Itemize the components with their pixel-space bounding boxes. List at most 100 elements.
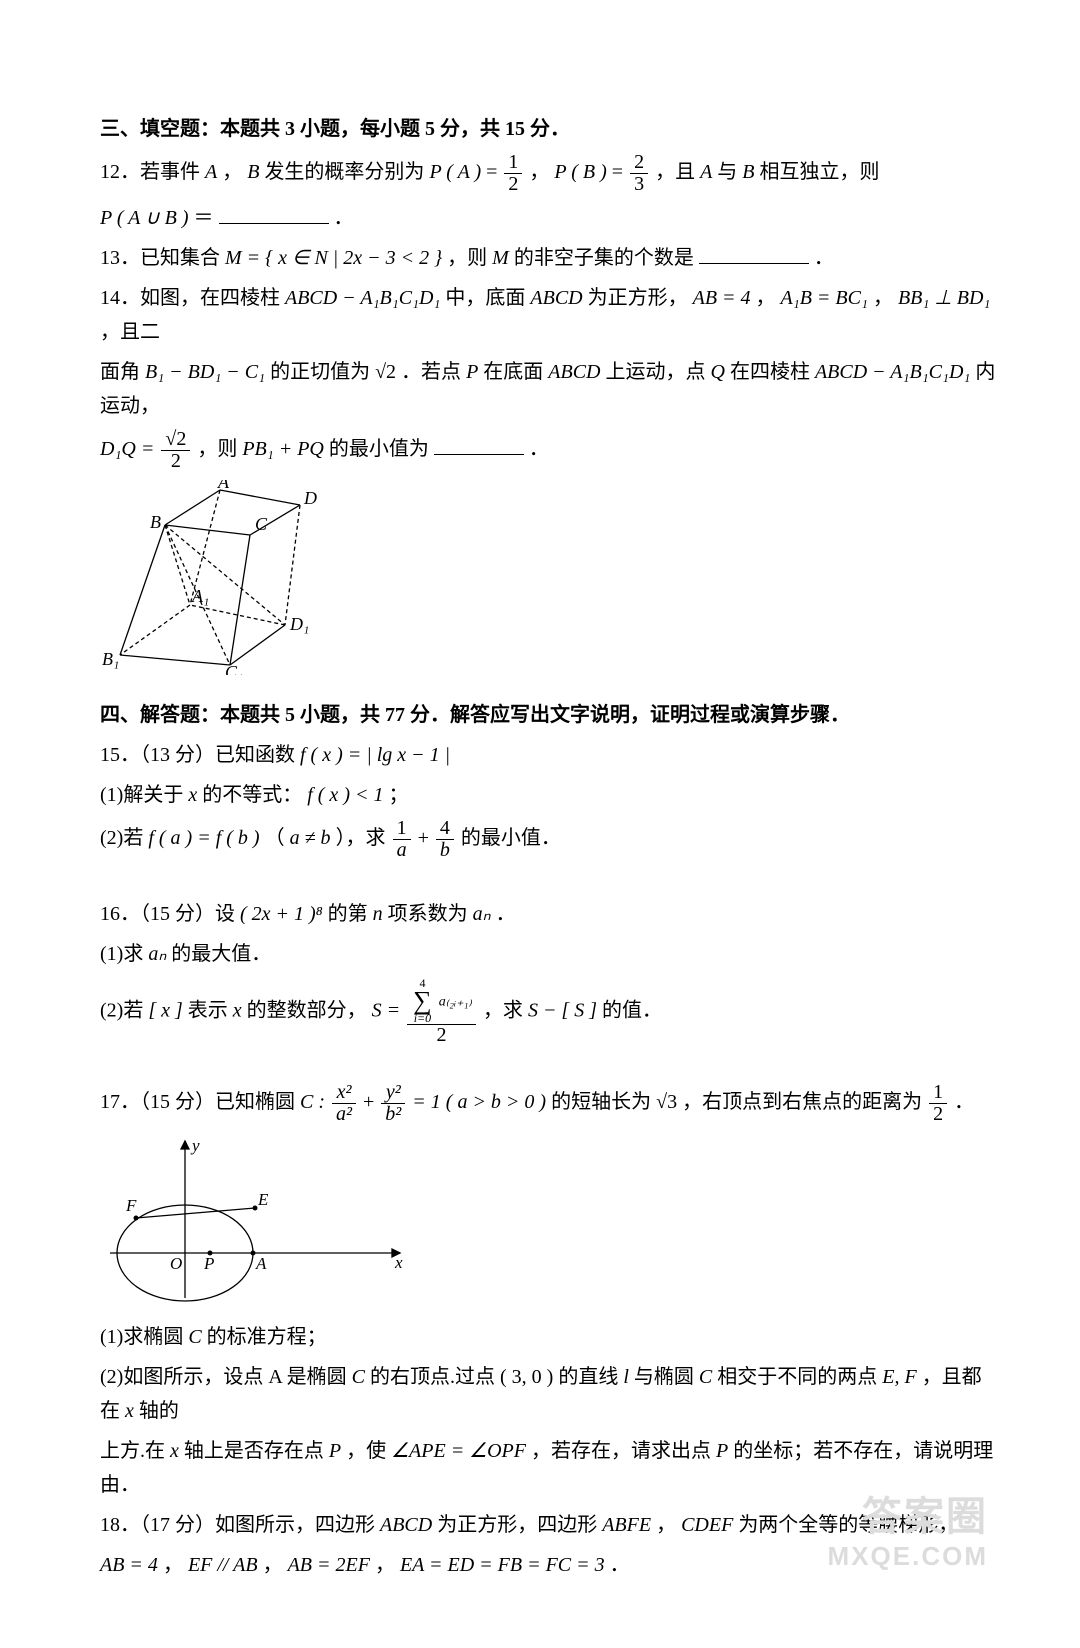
- q15-line1: 15．（13 分）已知函数 f ( x ) = | lg x − 1 |: [100, 738, 1000, 772]
- q13-blank: [699, 243, 809, 264]
- q14-l3-t3: ．: [529, 438, 549, 460]
- q15-t4: ；: [388, 784, 408, 806]
- q18-line2: AB = 4 ， EF // AB ， AB = 2EF ， EA = ED =…: [100, 1548, 1000, 1582]
- q13-t4: ．: [814, 247, 834, 269]
- q14-l2-t4: 在底面: [483, 361, 548, 383]
- sym-M: M: [492, 247, 509, 269]
- frac-1-a-d: a: [393, 840, 411, 861]
- half-n: 1: [929, 1082, 947, 1104]
- q12-t5: ，且: [655, 161, 700, 183]
- lbl-B: B: [150, 512, 161, 532]
- sym-fafb: f ( a ) = f ( b ): [148, 827, 259, 849]
- sym-A: A: [205, 161, 217, 183]
- q14-t5: ，: [873, 287, 893, 309]
- q18-line1: 18．（17 分）如图所示，四边形 ABCD 为正方形，四边形 ABFE ， C…: [100, 1508, 1000, 1542]
- q16-line1: 16．（15 分）设 ( 2x + 1 )⁸ 的第 n 项系数为 aₙ ．: [100, 897, 1000, 931]
- n-x2: x²: [332, 1082, 356, 1104]
- eq1: =: [486, 161, 502, 183]
- sym-AB2EF: AB = 2EF: [288, 1554, 370, 1576]
- q14-l2-t5: 上运动，点: [606, 361, 711, 383]
- spacer1: [100, 867, 1000, 891]
- n-y2: y²: [381, 1082, 405, 1104]
- frac-sqrt2-2-n: √2: [161, 429, 190, 451]
- q17-t13: 轴的: [139, 1400, 179, 1422]
- q14-line1: 14．如图，在四棱柱 ABCD − A₁B₁C₁D₁ 中，底面 ABCD 为正方…: [100, 281, 1000, 349]
- q17-t6: 的标准方程；: [207, 1326, 327, 1348]
- sym-A1BBC1: A₁B = BC₁: [781, 287, 868, 309]
- section4-heading: 四、解答题：本题共 5 小题，共 77 分．解答应写出文字说明，证明过程或演算步…: [100, 698, 1000, 732]
- q17-t9: 的直线: [558, 1366, 623, 1388]
- lbl-D: D: [303, 488, 317, 508]
- q16-t10: ，求: [483, 999, 528, 1021]
- frac-1-2b: 1 2: [929, 1082, 947, 1125]
- sym-n: n: [373, 903, 383, 925]
- q17-t10: 与椭圆: [634, 1366, 699, 1388]
- sym-EF: E, F: [882, 1366, 916, 1388]
- q16-t3: 项系数为: [388, 903, 473, 925]
- lbl-P: P: [203, 1254, 214, 1273]
- sym-prism: ABCD − A₁B₁C₁D₁: [285, 287, 440, 309]
- q14-l2-t1: 面角: [100, 361, 145, 383]
- q16-t1: 16．（15 分）设: [100, 903, 240, 925]
- lbl-O: O: [170, 1254, 182, 1273]
- d-b2: b²: [381, 1104, 405, 1125]
- sym-an2: aₙ: [148, 943, 166, 965]
- lbl-Ax: A: [255, 1254, 267, 1273]
- frac-1-2: 1 2: [504, 152, 522, 195]
- figure-prism: A B C D A₁ B₁ C₁ D₁: [100, 480, 1000, 686]
- q12-period: ．: [334, 207, 354, 229]
- frac-2-3-n: 2: [630, 152, 648, 174]
- frac-1-a-n: 1: [393, 818, 411, 840]
- lbl-A: A: [217, 480, 230, 492]
- q14-t1: 14．如图，在四棱柱: [100, 287, 285, 309]
- sum-sigma: 4 ∑ i=0: [413, 977, 432, 1024]
- q16-t4: ．: [496, 903, 516, 925]
- sym-PB1PQ: PB₁ + PQ: [242, 438, 324, 460]
- q17-t17: ，若存在，请求出点: [531, 1440, 716, 1462]
- q14-t4: ，: [756, 287, 776, 309]
- q12-eq: ＝: [194, 207, 219, 229]
- q17-t15: 轴上是否存在点: [184, 1440, 329, 1462]
- q17-line4: 上方.在 x 轴上是否存在点 P ，使 ∠APE = ∠OPF ，若存在，请求出…: [100, 1434, 1000, 1502]
- sym-P3: P: [716, 1440, 728, 1462]
- d-a2: a²: [332, 1104, 356, 1125]
- sym-x4: x: [170, 1440, 179, 1462]
- q12-line1: 12．若事件 A ， B 发生的概率分别为 P ( A ) = 1 2 ， P …: [100, 152, 1000, 195]
- sym-EFpar: EF // AB: [188, 1554, 258, 1576]
- lbl-B1: B₁: [102, 649, 119, 669]
- q13-t2: ，则: [447, 247, 492, 269]
- q12-t3: 发生的概率分别为: [264, 161, 429, 183]
- q18-t5: ，: [163, 1554, 183, 1576]
- sym-x: x: [188, 784, 197, 806]
- q17-t4: ．: [954, 1091, 974, 1113]
- q18-t1: 18．（17 分）如图所示，四边形: [100, 1514, 380, 1536]
- sigma-icon: ∑: [413, 989, 432, 1012]
- frac-4-b-d: b: [436, 840, 454, 861]
- q15-line3: (2)若 f ( a ) = f ( b ) （ a ≠ b ），求 1 a +…: [100, 818, 1000, 861]
- lbl-D1: D₁: [289, 614, 309, 634]
- frac-4-b: 4 b: [436, 818, 454, 861]
- sym-x3: x: [125, 1400, 134, 1422]
- q14-l3-t2: 的最小值为: [329, 438, 429, 460]
- frac-1-a: 1 a: [393, 818, 411, 861]
- frac-1-2-n: 1: [504, 152, 522, 174]
- sym-Seq: S =: [372, 999, 406, 1021]
- q17-t2: 的短轴长为: [551, 1091, 656, 1113]
- sym-30: ( 3, 0 ): [500, 1366, 553, 1388]
- sym-PAUB: P ( A ∪ B ): [100, 207, 189, 229]
- q12-line2: P ( A ∪ B ) ＝ ．: [100, 201, 1000, 235]
- q15-t6: （: [265, 827, 285, 849]
- q15-t2: (1)解关于: [100, 784, 188, 806]
- q14-l2-t2: 的正切值为: [270, 361, 375, 383]
- sym-ABCD2: ABCD: [548, 361, 600, 383]
- q17-t11: 相交于不同的两点: [717, 1366, 882, 1388]
- ell-eq: = 1 ( a > b > 0 ): [412, 1091, 546, 1113]
- frac-sum: 4 ∑ i=0 a₍₂ᵢ₊₁₎ 2: [407, 977, 476, 1046]
- sym-binom: ( 2x + 1 )⁸: [240, 903, 323, 925]
- sym-P2: P: [329, 1440, 341, 1462]
- sym-fxlt1: f ( x ) < 1: [307, 784, 383, 806]
- frac-4-b-n: 4: [436, 818, 454, 840]
- q15-t5: (2)若: [100, 827, 148, 849]
- sym-dihedral: B₁ − BD₁ − C₁: [145, 361, 265, 383]
- figure-ellipse: y x O A E F P: [100, 1133, 1000, 1314]
